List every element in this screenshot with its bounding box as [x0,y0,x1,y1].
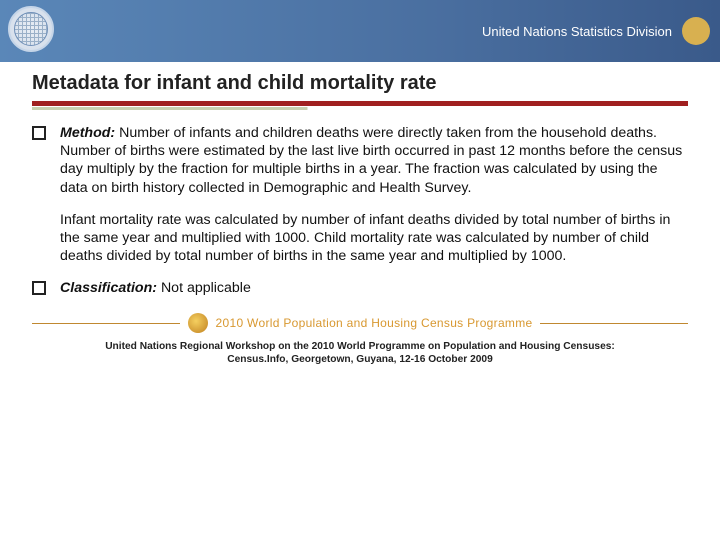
slide-body: Metadata for infant and child mortality … [0,62,720,297]
rule-red [32,101,688,106]
footer-band-text: 2010 World Population and Housing Census… [216,316,533,330]
bullet-classification: Classification: Not applicable [32,279,688,297]
header-globe-icon [682,17,710,45]
method-body: Number of infants and children deaths we… [60,125,682,196]
header-org-text: United Nations Statistics Division [482,24,672,39]
rule-olive [32,107,688,110]
bullet-classification-text: Classification: Not applicable [60,279,251,297]
slide-title: Metadata for infant and child mortality … [32,72,688,95]
un-emblem-circle [8,6,54,52]
classification-body: Not applicable [161,280,251,296]
footer-line-1: United Nations Regional Workshop on the … [105,341,615,352]
footer-globe-icon [188,313,208,333]
bullet-square-icon [32,126,46,140]
header-bar: United Nations Statistics Division [0,0,720,62]
un-globe-icon [14,12,48,46]
method-label: Method: [60,125,115,141]
footer-rule-left [32,323,180,324]
bullet-method: Method: Number of infants and children d… [32,124,688,197]
bullet-square-icon [32,281,46,295]
header-right: United Nations Statistics Division [482,17,710,45]
footer-rule-right [540,323,688,324]
footer-line-2: Census.Info, Georgetown, Guyana, 12-16 O… [227,354,493,365]
classification-label: Classification: [60,280,157,296]
footer-band: 2010 World Population and Housing Census… [32,311,688,335]
un-logo [8,6,58,56]
title-rules [32,101,688,110]
continuation-paragraph: Infant mortality rate was calculated by … [60,211,688,266]
footer-caption: United Nations Regional Workshop on the … [0,341,720,367]
bullet-method-text: Method: Number of infants and children d… [60,124,688,197]
